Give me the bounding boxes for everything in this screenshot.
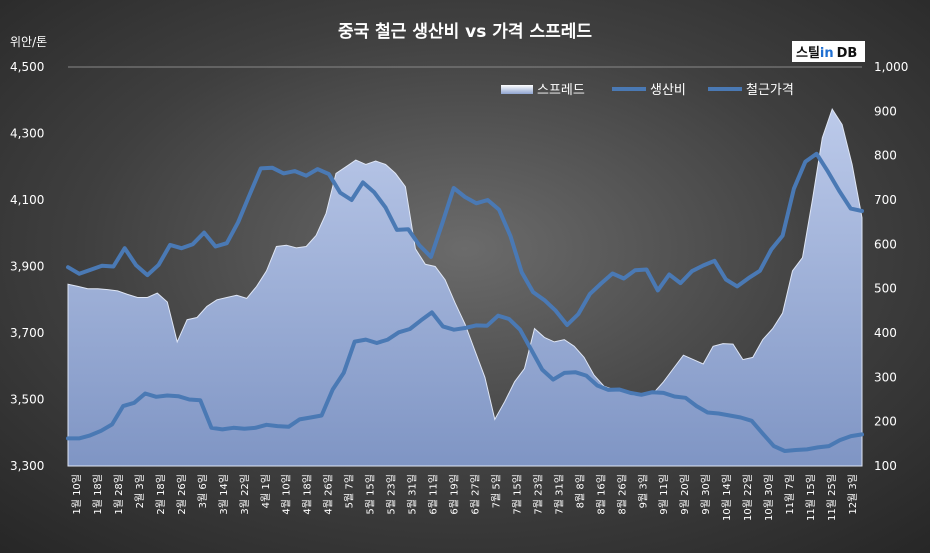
x-tick-label: 2월 3일 (134, 474, 146, 508)
legend-label-cost: 생산비 (650, 83, 686, 98)
x-tick-label: 4월 18일 (302, 474, 314, 515)
left-tick-label: 3,900 (10, 260, 44, 274)
x-tick-label: 1월 28일 (113, 474, 125, 515)
right-tick-label: 800 (874, 149, 897, 163)
x-tick-label: 7월 15일 (511, 474, 523, 515)
x-tick-label: 1월 18일 (92, 474, 104, 515)
right-tick-label: 600 (874, 237, 897, 251)
left-tick-label: 4,100 (10, 193, 44, 207)
x-axis-ticks: 1월 10일 1월 18일 1월 28일 2월 3일 2월 18일 2월 26일 3월 6일… (71, 474, 859, 521)
x-tick-label: 4월 1일 (260, 474, 272, 508)
chart-title: 중국 철근 생산비 vs 가격 스프레드 (338, 22, 592, 42)
x-tick-label: 3월 6일 (197, 474, 209, 508)
x-tick-label: 4월 26일 (323, 474, 335, 515)
x-tick-label: 8월 8일 (574, 474, 586, 508)
x-tick-label: 9월 3일 (637, 474, 649, 508)
x-tick-label: 7월 5일 (491, 474, 503, 508)
x-tick-label: 6월 19일 (449, 474, 461, 515)
brand-logo: 스틸in DB (792, 41, 865, 62)
x-tick-label: 6월 11일 (428, 474, 440, 515)
x-tick-label: 10월 22일 (742, 474, 754, 521)
legend-label-spread: 스프레드 (537, 83, 585, 98)
right-tick-label: 400 (874, 326, 897, 340)
x-tick-label: 4월 10일 (281, 474, 293, 515)
left-axis-ticks: 3,300 3,500 3,700 3,900 4,100 4,300 4,500 (10, 60, 44, 473)
right-tick-label: 500 (874, 282, 897, 296)
legend-label-price: 철근가격 (746, 83, 794, 98)
right-tick-label: 700 (874, 193, 897, 207)
brand-suffix: DB (837, 46, 858, 61)
x-tick-label: 12월 3일 (847, 474, 859, 515)
left-axis-unit: 위안/톤 (10, 35, 47, 49)
series-spread-area (67, 107, 863, 467)
x-tick-label: 8월 16일 (595, 474, 607, 515)
x-tick-label: 5월 23일 (386, 474, 398, 515)
x-tick-label: 11월 15일 (805, 474, 817, 521)
left-tick-label: 3,300 (10, 459, 44, 473)
x-tick-label: 7월 31일 (553, 474, 565, 515)
brand-prefix: 스틸 (796, 46, 820, 61)
x-tick-label: 10월 30일 (763, 474, 775, 521)
x-tick-label: 11월 25일 (826, 474, 838, 521)
x-tick-label: 3월 22일 (239, 474, 251, 515)
x-tick-label: 8월 26일 (616, 474, 628, 515)
series-cost-line (66, 310, 864, 453)
left-tick-label: 3,700 (10, 326, 44, 340)
x-tick-label: 7월 23일 (532, 474, 544, 515)
x-tick-label: 5월 31일 (407, 474, 419, 515)
left-tick-label: 4,300 (10, 127, 44, 141)
x-tick-label: 10월 14일 (721, 474, 733, 521)
right-tick-label: 300 (874, 370, 897, 384)
right-axis-ticks: 100 200 300 400 500 600 700 800 900 1,000 (874, 60, 908, 473)
x-tick-label: 3월 14일 (218, 474, 230, 515)
right-tick-label: 1,000 (874, 60, 908, 74)
brand-in: in (820, 46, 834, 61)
series-price-line (66, 151, 864, 327)
legend: 스프레드 생산비 철근가격 (501, 83, 794, 98)
x-tick-label: 1월 10일 (71, 474, 83, 515)
x-tick-label: 9월 11일 (658, 474, 670, 515)
x-tick-label: 9월 20일 (679, 474, 691, 515)
x-tick-label: 5월 15일 (365, 474, 377, 515)
right-tick-label: 200 (874, 415, 897, 429)
right-tick-label: 100 (874, 459, 897, 473)
left-tick-label: 4,500 (10, 60, 44, 74)
legend-swatch-spread (501, 85, 533, 94)
x-tick-label: 6월 27일 (470, 474, 482, 515)
left-tick-label: 3,500 (10, 393, 44, 407)
x-tick-label: 2월 18일 (155, 474, 167, 515)
x-tick-label: 11월 7일 (784, 474, 796, 515)
x-tick-label: 9월 30일 (700, 474, 712, 515)
x-tick-label: 2월 26일 (176, 474, 188, 515)
right-tick-label: 900 (874, 104, 897, 118)
x-tick-label: 5월 7일 (344, 474, 356, 508)
